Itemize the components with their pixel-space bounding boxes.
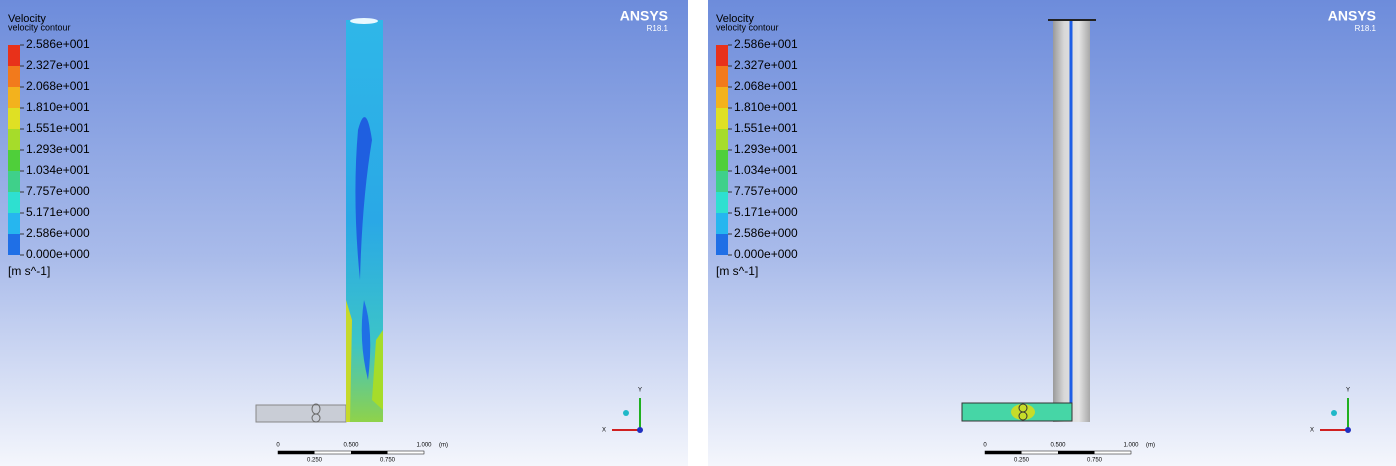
legend-label: 5.171e+000 <box>26 205 90 219</box>
scale-label: 0.250 <box>1014 458 1030 464</box>
legend-swatch <box>8 213 20 234</box>
legend-label: 7.757e+000 <box>26 184 90 198</box>
unit-label: [m s^-1] <box>8 264 50 278</box>
legend-title: Velocity <box>8 13 46 25</box>
scale-label: 0.500 <box>1050 443 1066 449</box>
legend-swatch <box>8 108 20 129</box>
legend-swatch <box>8 129 20 150</box>
scale-bar-segment <box>985 451 1022 454</box>
scale-label: 0.250 <box>307 458 323 464</box>
legend-label: 2.327e+001 <box>26 58 90 72</box>
legend-label: 1.551e+001 <box>26 121 90 135</box>
legend-swatch <box>716 87 728 108</box>
nozzle <box>1018 411 1028 421</box>
legend-label: 7.757e+000 <box>734 184 798 198</box>
legend-swatch <box>716 66 728 87</box>
axis-z <box>1345 427 1351 433</box>
legend-swatch <box>716 192 728 213</box>
scale-label: 0.750 <box>1087 458 1103 464</box>
legend-label: 5.171e+000 <box>734 205 798 219</box>
legend-label: 1.034e+001 <box>734 163 798 177</box>
triad-sphere <box>623 410 629 416</box>
scale-label: 1.000 <box>1123 443 1139 449</box>
scale-label: 0 <box>276 443 280 449</box>
legend-swatch <box>8 87 20 108</box>
scale-label: 0 <box>983 443 987 449</box>
legend-swatch <box>716 45 728 66</box>
scale-label: (m) <box>1146 443 1155 449</box>
scale-label: 1.000 <box>416 443 432 449</box>
version: R18.1 <box>1355 24 1377 33</box>
legend-label: 1.293e+001 <box>734 142 798 156</box>
legend-label: 2.068e+001 <box>734 79 798 93</box>
legend-swatch <box>8 66 20 87</box>
scale-bar-segment <box>278 451 315 454</box>
legend-label: 0.000e+000 <box>734 247 798 261</box>
legend-swatch <box>716 234 728 255</box>
scale-label: 0.750 <box>380 458 396 464</box>
legend-swatch <box>716 108 728 129</box>
triad-sphere <box>1331 410 1337 416</box>
scale-bar-segment <box>351 451 388 454</box>
legend-label: 1.551e+001 <box>734 121 798 135</box>
unit-label: [m s^-1] <box>716 264 758 278</box>
legend-label: 2.586e+001 <box>734 37 798 51</box>
low-velocity-zone <box>355 117 372 280</box>
legend-label: 1.810e+001 <box>734 100 798 114</box>
legend-label: 1.293e+001 <box>26 142 90 156</box>
axis-label: Y <box>638 388 642 394</box>
legend-swatch <box>8 234 20 255</box>
legend-label: 1.034e+001 <box>26 163 90 177</box>
axis-label: X <box>1310 428 1314 434</box>
legend-label: 1.810e+001 <box>26 100 90 114</box>
legend-swatch <box>8 171 20 192</box>
legend-label: 2.068e+001 <box>26 79 90 93</box>
scale-bar-segment <box>1058 451 1095 454</box>
legend-subtitle: velocity contour <box>716 22 779 32</box>
legend-swatch <box>716 129 728 150</box>
legend-swatch <box>716 171 728 192</box>
viewport-background <box>708 0 1396 466</box>
axis-label: X <box>602 428 606 434</box>
legend-label: 2.586e+001 <box>26 37 90 51</box>
viewport-background <box>0 0 688 466</box>
legend-title: Velocity <box>716 13 754 25</box>
axis-z <box>637 427 643 433</box>
legend-swatch <box>8 150 20 171</box>
legend-swatch <box>716 150 728 171</box>
scale-label: (m) <box>439 443 448 449</box>
high-velocity-zone <box>346 300 352 422</box>
legend-label: 2.586e+000 <box>734 226 798 240</box>
version: R18.1 <box>647 24 669 33</box>
logo: ANSYS <box>620 8 668 24</box>
logo: ANSYS <box>1328 8 1376 24</box>
legend-label: 2.327e+001 <box>734 58 798 72</box>
legend-swatch <box>8 45 20 66</box>
high-velocity-zone <box>372 330 383 410</box>
axis-label: Y <box>1346 388 1350 394</box>
inlet-pipe <box>255 404 347 423</box>
legend-subtitle: velocity contour <box>8 22 71 32</box>
outlet-cap <box>350 18 378 24</box>
legend-swatch <box>716 213 728 234</box>
nozzle <box>311 413 321 423</box>
legend-label: 2.586e+000 <box>26 226 90 240</box>
legend-swatch <box>8 192 20 213</box>
legend-label: 0.000e+000 <box>26 247 90 261</box>
scale-label: 0.500 <box>343 443 359 449</box>
low-velocity-zone <box>361 300 371 380</box>
